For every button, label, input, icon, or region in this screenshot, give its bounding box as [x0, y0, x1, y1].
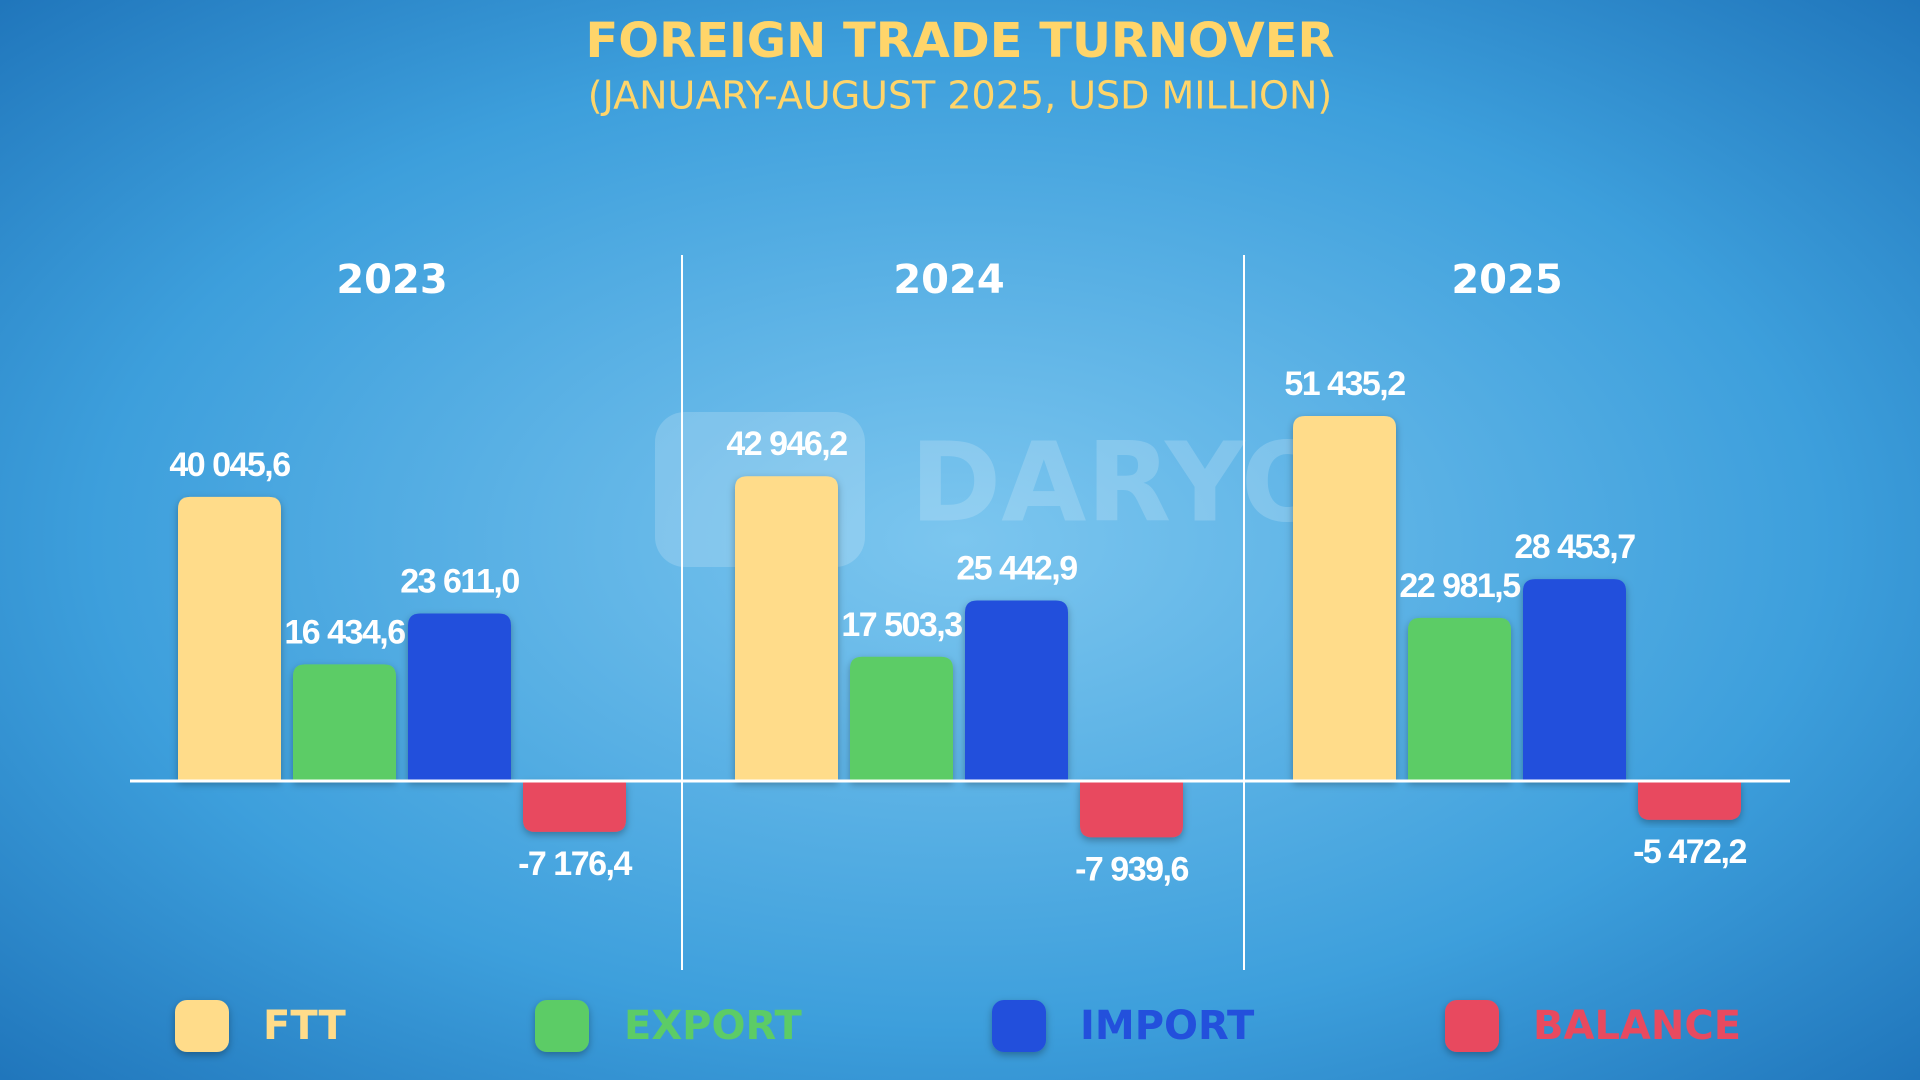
- legend-label: BALANCE: [1533, 1003, 1741, 1049]
- legend-swatch: [992, 1000, 1046, 1052]
- bar: [850, 656, 953, 781]
- legend-label: EXPORT: [624, 1003, 802, 1049]
- legend-label: FTT: [263, 1003, 347, 1049]
- bar: [1523, 579, 1626, 781]
- value-label: -7 939,6: [1075, 850, 1188, 888]
- value-label: 17 503,3: [841, 606, 962, 644]
- bar: [1638, 781, 1741, 820]
- category-label: 2025: [1451, 257, 1562, 303]
- value-label: 40 045,6: [169, 446, 290, 484]
- bar: [293, 664, 396, 781]
- legend-swatch: [535, 1000, 589, 1052]
- value-label: 25 442,9: [956, 549, 1077, 587]
- bar: [523, 781, 626, 832]
- bar: [408, 613, 511, 781]
- bar: [1080, 781, 1183, 838]
- bar: [1408, 617, 1511, 781]
- category-label: 2024: [893, 257, 1004, 303]
- value-label: -7 176,4: [518, 845, 632, 883]
- bar: [178, 496, 281, 781]
- watermark: DARYO: [910, 418, 1334, 546]
- value-label: 42 946,2: [726, 425, 847, 463]
- value-label: -5 472,2: [1633, 833, 1746, 871]
- chart-subtitle: (JANUARY-AUGUST 2025, USD MILLION): [588, 74, 1332, 118]
- bar: [1293, 416, 1396, 781]
- bar: [965, 600, 1068, 781]
- category-label: 2023: [336, 257, 447, 303]
- value-label: 23 611,0: [400, 562, 519, 600]
- value-label: 16 434,6: [284, 613, 405, 651]
- value-label: 28 453,7: [1514, 528, 1635, 566]
- chart-title: FOREIGN TRADE TURNOVER: [586, 13, 1335, 69]
- bar: [735, 476, 838, 781]
- legend-swatch: [1445, 1000, 1499, 1052]
- value-label: 51 435,2: [1284, 365, 1405, 403]
- value-label: 22 981,5: [1399, 567, 1520, 605]
- legend-swatch: [175, 1000, 229, 1052]
- legend-label: IMPORT: [1080, 1003, 1255, 1049]
